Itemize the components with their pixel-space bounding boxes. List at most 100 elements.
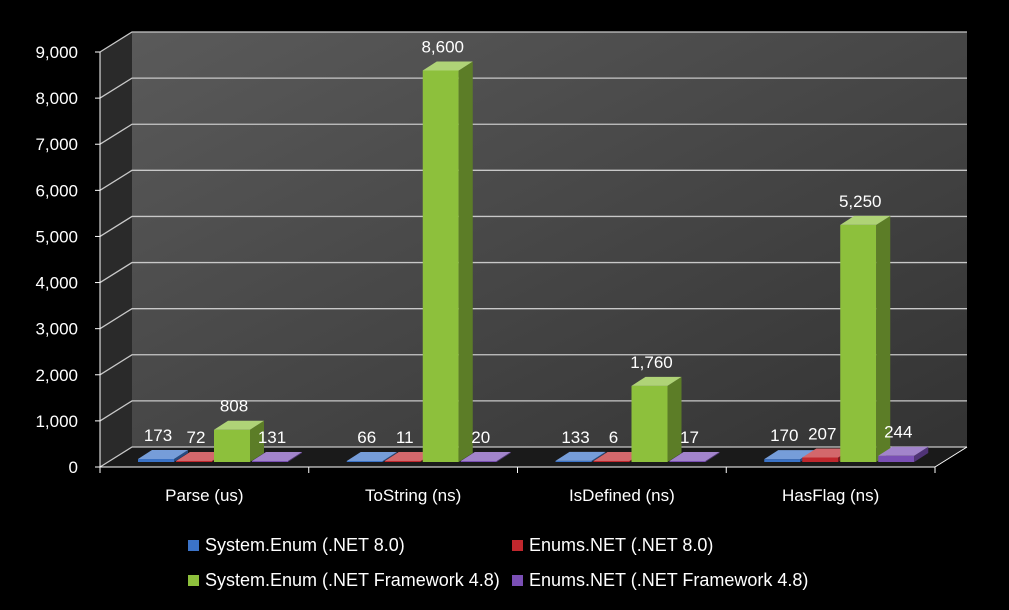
bar	[138, 450, 188, 462]
y-tick-label: 6,000	[35, 181, 78, 200]
gridline	[99, 400, 967, 422]
bar	[878, 446, 929, 462]
x-tick-label: IsDefined (ns)	[569, 486, 675, 505]
bar	[669, 452, 720, 462]
y-tick-label: 7,000	[35, 135, 78, 154]
data-label: 133	[561, 428, 589, 447]
bar	[631, 376, 682, 462]
floor	[100, 447, 967, 467]
bar-front	[384, 461, 421, 462]
data-label: 20	[471, 428, 490, 447]
bar-top	[176, 452, 226, 461]
data-label: 66	[357, 428, 376, 447]
bar-side	[250, 420, 264, 462]
bar-top	[631, 376, 682, 386]
bar-side	[914, 446, 929, 462]
axes: 0 1,000 2,000 3,000 4,000 5,000 6,000 7,000 8,00…	[35, 43, 968, 505]
data-label: 17	[680, 428, 699, 447]
data-label: 808	[220, 397, 248, 416]
bar-top	[669, 452, 720, 461]
legend-label: System.Enum (.NET 8.0)	[205, 535, 405, 555]
bar-front	[802, 457, 839, 462]
bar-side	[876, 215, 891, 462]
bar-front	[593, 461, 630, 462]
gridline	[99, 31, 967, 53]
bar-top	[878, 446, 929, 456]
bar-front	[138, 459, 174, 462]
data-label: 173	[144, 426, 172, 445]
bar-front	[422, 70, 459, 462]
bar	[555, 451, 606, 462]
legend-swatch-icon	[512, 575, 523, 586]
legend-item: System.Enum (.NET Framework 4.8)	[188, 570, 500, 591]
data-label: 131	[258, 428, 286, 447]
bar-top	[422, 61, 473, 71]
gridline	[99, 169, 967, 191]
x-tick-label: ToString (ns)	[365, 486, 461, 505]
gridline	[99, 308, 967, 330]
bar-front	[460, 461, 497, 462]
data-labels: 173 72 808 131 66 11 8,600 20 133 6 1,760 17 170 207 5…	[144, 37, 913, 447]
bar	[346, 452, 397, 462]
y-tick-label: 1,000	[35, 412, 78, 431]
legend-label: Enums.NET (.NET Framework 4.8)	[529, 570, 809, 590]
y-tick-label: 8,000	[35, 89, 78, 108]
bar-side	[382, 452, 397, 462]
bar-side	[667, 376, 682, 462]
bar	[214, 420, 264, 462]
bar-top	[840, 215, 891, 225]
bar-top	[764, 450, 815, 460]
bar-top	[252, 451, 302, 461]
side-wall	[100, 32, 132, 467]
bar-front	[669, 461, 706, 462]
data-label: 8,600	[421, 37, 464, 56]
gridline	[99, 77, 967, 99]
bar	[840, 215, 891, 462]
y-tick-label: 9,000	[35, 43, 78, 62]
data-label: 5,250	[839, 192, 882, 211]
y-tick-label: 4,000	[35, 274, 78, 293]
bar-side	[591, 451, 606, 462]
bar-side	[705, 452, 720, 462]
legend-swatch-icon	[188, 540, 199, 551]
data-label: 11	[396, 428, 414, 447]
gridlines	[99, 31, 967, 468]
bar-front	[176, 461, 212, 462]
x-axis-depth-line	[934, 446, 968, 468]
y-tick-label: 2,000	[35, 366, 78, 385]
bar-top	[346, 452, 397, 461]
legend-swatch-icon	[188, 575, 199, 586]
bar-front	[631, 385, 668, 462]
legend-item: System.Enum (.NET 8.0)	[188, 535, 405, 556]
data-label: 170	[770, 426, 798, 445]
bar-top	[384, 452, 435, 461]
bar-side	[496, 452, 511, 462]
y-tick-label: 5,000	[35, 227, 78, 246]
y-tick-label: 3,000	[35, 320, 78, 339]
bar-front	[764, 459, 801, 462]
gridline	[99, 261, 967, 284]
legend-label: Enums.NET (.NET 8.0)	[529, 535, 714, 555]
bar	[252, 451, 302, 462]
legend-swatch-icon	[512, 540, 523, 551]
bar-front	[555, 460, 592, 462]
bar	[422, 61, 473, 462]
bar-front	[346, 461, 383, 462]
x-tick-label: Parse (us)	[165, 486, 243, 505]
data-label: 1,760	[630, 353, 673, 372]
bar-top	[802, 448, 853, 458]
gridline	[99, 446, 967, 468]
chart-walls	[100, 32, 967, 467]
bar-side	[288, 451, 302, 462]
data-label: 72	[187, 428, 206, 447]
legend-item: Enums.NET (.NET 8.0)	[512, 535, 713, 556]
bar-side	[458, 61, 473, 462]
bar-front	[840, 224, 877, 462]
bar-top	[593, 452, 644, 461]
bar-front	[252, 460, 288, 462]
gridline	[99, 354, 967, 376]
data-label: 244	[884, 423, 912, 442]
bar-front	[878, 455, 915, 462]
bar-top	[555, 451, 606, 461]
gridline	[99, 123, 967, 145]
